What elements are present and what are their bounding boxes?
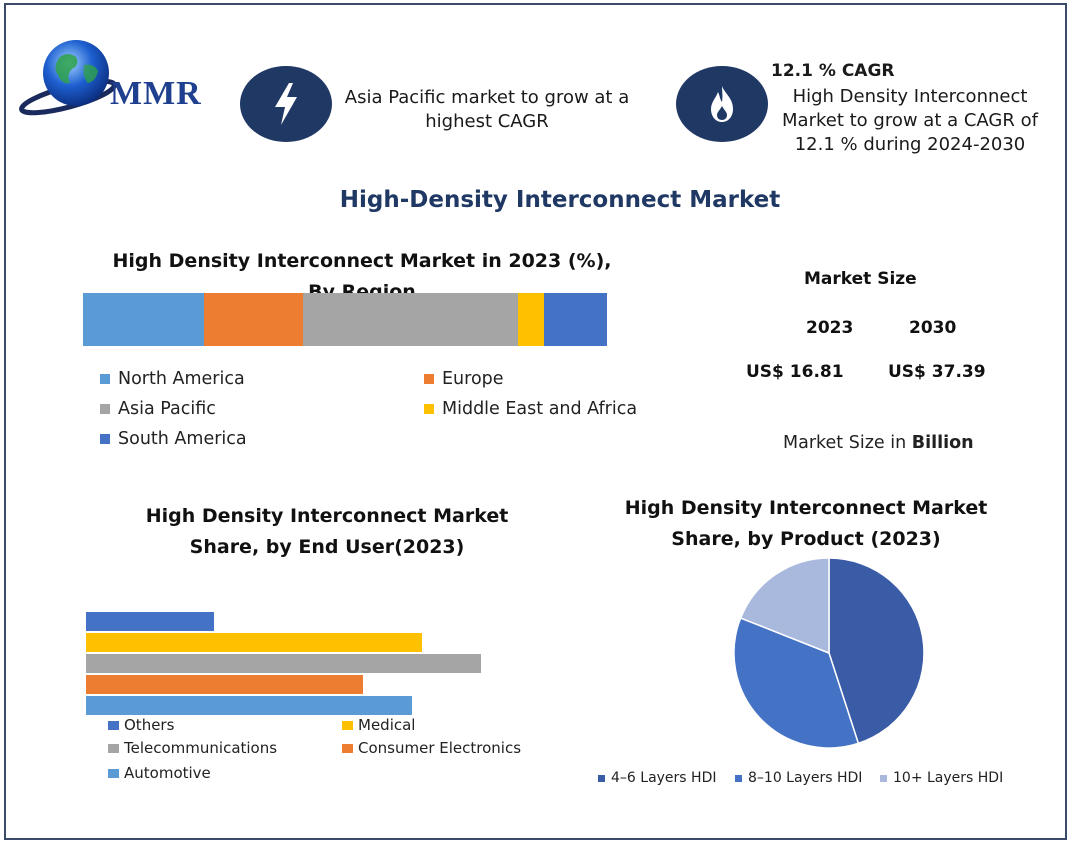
region-bar-segment-north-america (83, 293, 204, 346)
legend-swatch (880, 774, 887, 782)
legend-medical: Medical (342, 716, 415, 734)
mmr-logo: MMR (18, 35, 218, 120)
market-size-title: Market Size (804, 269, 917, 289)
lightning-badge (240, 66, 332, 142)
legend-label: 8–10 Layers HDI (748, 770, 863, 786)
legend-4-6-layers: 4–6 Layers HDI (598, 770, 716, 786)
end-user-bar-medical (86, 633, 422, 652)
globe-icon (19, 40, 117, 116)
region-bar-segment-middle-east-and-africa (517, 293, 545, 346)
legend-swatch (100, 404, 110, 414)
legend-automotive: Automotive (108, 764, 211, 782)
main-title: High-Density Interconnect Market (339, 187, 781, 213)
legend-label: Medical (358, 716, 416, 734)
end-user-bar-others (86, 612, 215, 631)
legend-swatch (424, 374, 434, 384)
legend-swatch (100, 434, 110, 444)
market-size-year-2023: 2023 (806, 318, 854, 338)
pie-slice-3 (739, 557, 830, 655)
legend-swatch (598, 774, 605, 782)
legend-label: Middle East and Africa (442, 399, 638, 419)
legend-telecommunications: Telecommunications (108, 739, 277, 757)
legend-label: 4–6 Layers HDI (611, 770, 717, 786)
legend-swatch (735, 774, 742, 782)
legend-label: Telecommunications (124, 739, 278, 757)
legend-north-america: North America (100, 369, 245, 389)
lightning-icon (275, 83, 297, 125)
legend-swatch (108, 768, 119, 778)
legend-label: Automotive (124, 764, 211, 782)
market-size-value-2023: US$ 16.81 (746, 362, 844, 382)
product-pie-chart (733, 557, 925, 749)
end-user-chart-title: High Density Interconnect Market Share, … (130, 501, 524, 563)
legend-label: Europe (442, 369, 504, 389)
legend-south-america: South America (100, 429, 247, 449)
infographic-frame (4, 3, 1067, 840)
product-chart-title: High Density Interconnect Market Share, … (620, 493, 992, 555)
flame-badge (676, 66, 768, 142)
market-size-value-2030: US$ 37.39 (888, 362, 986, 382)
market-size-note: Market Size in Billion (783, 433, 974, 453)
legend-swatch (108, 720, 119, 730)
product-chart-title-text: High Density Interconnect Market Share, … (624, 497, 988, 550)
legend-others: Others (108, 716, 174, 734)
end-user-bar-telecommunications (86, 654, 481, 673)
legend-label: North America (118, 369, 245, 389)
legend-swatch (100, 374, 110, 384)
legend-asia-pacific: Asia Pacific (100, 399, 216, 419)
region-stacked-bar (83, 293, 607, 346)
asia-pacific-growth-text: Asia Pacific market to grow at a highest… (344, 87, 630, 132)
end-user-bar-consumer-electronics (86, 675, 363, 694)
logo-text: MMR (110, 75, 202, 112)
legend-swatch (342, 720, 353, 730)
region-bar-segment-asia-pacific (303, 293, 518, 346)
pie-slice-2 (733, 617, 860, 749)
region-bar-segment-south-america (544, 293, 607, 346)
cagr-description: High Density Interconnect Market to grow… (782, 86, 1038, 155)
region-bar-segment-europe (203, 293, 304, 346)
cagr-title: 12.1 % CAGR (771, 61, 895, 81)
legend-middle-east-africa: Middle East and Africa (424, 399, 637, 419)
pie-slice-1 (828, 557, 925, 745)
legend-label: South America (118, 429, 247, 449)
legend-label: 10+ Layers HDI (893, 770, 1004, 786)
end-user-bar-chart (86, 612, 506, 716)
market-size-note-unit: Billion (911, 433, 974, 453)
legend-swatch (424, 404, 434, 414)
flame-icon (711, 86, 733, 122)
end-user-chart-title-text: High Density Interconnect Market Share, … (145, 505, 509, 558)
market-size-note-prefix: Market Size in (783, 433, 912, 453)
legend-10-plus-layers: 10+ Layers HDI (880, 770, 1003, 786)
market-size-year-2030: 2030 (909, 318, 957, 338)
legend-label: Others (124, 716, 175, 734)
legend-label: Asia Pacific (118, 399, 216, 419)
legend-consumer-electronics: Consumer Electronics (342, 739, 521, 757)
legend-swatch (342, 743, 353, 753)
legend-8-10-layers: 8–10 Layers HDI (735, 770, 862, 786)
end-user-bar-automotive (86, 696, 412, 715)
legend-europe: Europe (424, 369, 504, 389)
legend-swatch (108, 743, 119, 753)
legend-label: Consumer Electronics (358, 739, 522, 757)
